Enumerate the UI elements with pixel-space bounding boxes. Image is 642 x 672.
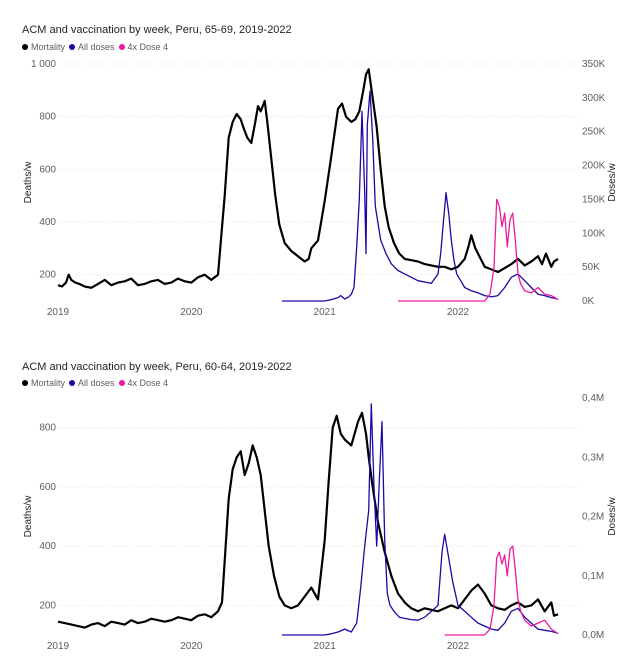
- series-line-4x-dose-4[interactable]: [444, 545, 559, 636]
- y2-tick-label: 100K: [582, 228, 606, 239]
- x-tick-label: 2022: [447, 641, 470, 652]
- x-tick-label: 2019: [47, 307, 70, 318]
- chart-panel-65-69: ACM and vaccination by week, Peru, 65-69…: [22, 24, 618, 318]
- legend-item-all-doses[interactable]: All doses: [69, 42, 115, 52]
- y2-tick-label: 0,2M: [582, 512, 604, 523]
- series-line-4x-dose-4[interactable]: [398, 198, 559, 302]
- legend-label: Mortality: [31, 42, 66, 52]
- legend-item-dose4[interactable]: 4x Dose 4: [118, 378, 169, 388]
- legend-label: 4x Dose 4: [127, 42, 169, 52]
- x-tick-label: 2022: [447, 307, 470, 318]
- y2-tick-label: 300K: [582, 93, 606, 104]
- chart-plot-area: 200 400 600 800 1 000 0K 50K 100K 150K 200K 250K 30…: [23, 59, 618, 318]
- y-tick-label: 800: [39, 112, 56, 123]
- legend-item-dose4[interactable]: 4x Dose 4: [118, 42, 169, 52]
- chart-legend: Mortality All doses 4x Dose 4: [22, 378, 172, 388]
- legend-marker-all-doses: [69, 380, 76, 386]
- chart-panel-60-64: ACM and vaccination by week, Peru, 60-64…: [0, 355, 642, 672]
- y2-tick-label: 150K: [582, 194, 606, 205]
- legend-marker-dose4: [118, 44, 125, 50]
- legend-marker-all-doses: [69, 44, 76, 50]
- y2-tick-label: 0,1M: [582, 571, 604, 582]
- legend-label: Mortality: [31, 378, 66, 388]
- y2-tick-label: 0,3M: [582, 452, 604, 463]
- legend-marker-mortality: [22, 44, 28, 50]
- x-tick-label: 2021: [314, 307, 337, 318]
- series-line-mortality[interactable]: [57, 411, 559, 629]
- y-axis-title: Deaths/w: [23, 495, 34, 537]
- y2-axis-title: Doses/w: [607, 163, 618, 202]
- legend-item-mortality[interactable]: Mortality: [22, 378, 65, 388]
- y2-tick-label: 50K: [582, 262, 600, 273]
- y-tick-label: 400: [39, 217, 56, 228]
- legend-label: All doses: [78, 378, 115, 388]
- legend-label: All doses: [78, 42, 115, 52]
- series-line-all-doses[interactable]: [282, 403, 559, 636]
- y-tick-label: 1 000: [31, 59, 56, 70]
- y2-tick-label: 350K: [582, 59, 606, 70]
- y-tick-label: 600: [39, 164, 56, 175]
- legend-label: 4x Dose 4: [127, 378, 169, 388]
- chart-title: ACM and vaccination by week, Peru, 65-69…: [22, 24, 292, 36]
- legend-marker-mortality: [22, 380, 28, 386]
- x-tick-label: 2021: [314, 641, 337, 652]
- y-tick-label: 200: [39, 600, 56, 611]
- series-line-mortality[interactable]: [57, 68, 559, 289]
- y-tick-label: 400: [39, 541, 56, 552]
- y2-tick-label: 250K: [582, 127, 606, 138]
- y2-tick-label: 0,0M: [582, 630, 604, 641]
- x-tick-label: 2020: [180, 641, 203, 652]
- y2-axis-title: Doses/w: [607, 497, 618, 536]
- x-tick-label: 2020: [180, 307, 203, 318]
- y-tick-label: 600: [39, 482, 56, 493]
- y2-tick-label: 0,4M: [582, 393, 604, 404]
- legend-item-all-doses[interactable]: All doses: [69, 378, 115, 388]
- y2-tick-label: 0K: [582, 296, 595, 307]
- x-tick-label: 2019: [47, 641, 70, 652]
- y-tick-label: 200: [39, 270, 56, 281]
- y-axis-title: Deaths/w: [23, 161, 34, 203]
- legend-item-mortality[interactable]: Mortality: [22, 42, 65, 52]
- y2-tick-label: 200K: [582, 161, 606, 172]
- y-tick-label: 800: [39, 423, 56, 434]
- chart-title: ACM and vaccination by week, Peru, 60-64…: [22, 361, 292, 373]
- chart-legend: Mortality All doses 4x Dose 4: [22, 42, 172, 52]
- chart-plot-area: 200 400 600 800 0,0M 0,1M 0,2M 0,3M 0,4M 2019 2020…: [23, 393, 618, 652]
- series-line-all-doses[interactable]: [282, 90, 559, 302]
- legend-marker-dose4: [118, 380, 125, 386]
